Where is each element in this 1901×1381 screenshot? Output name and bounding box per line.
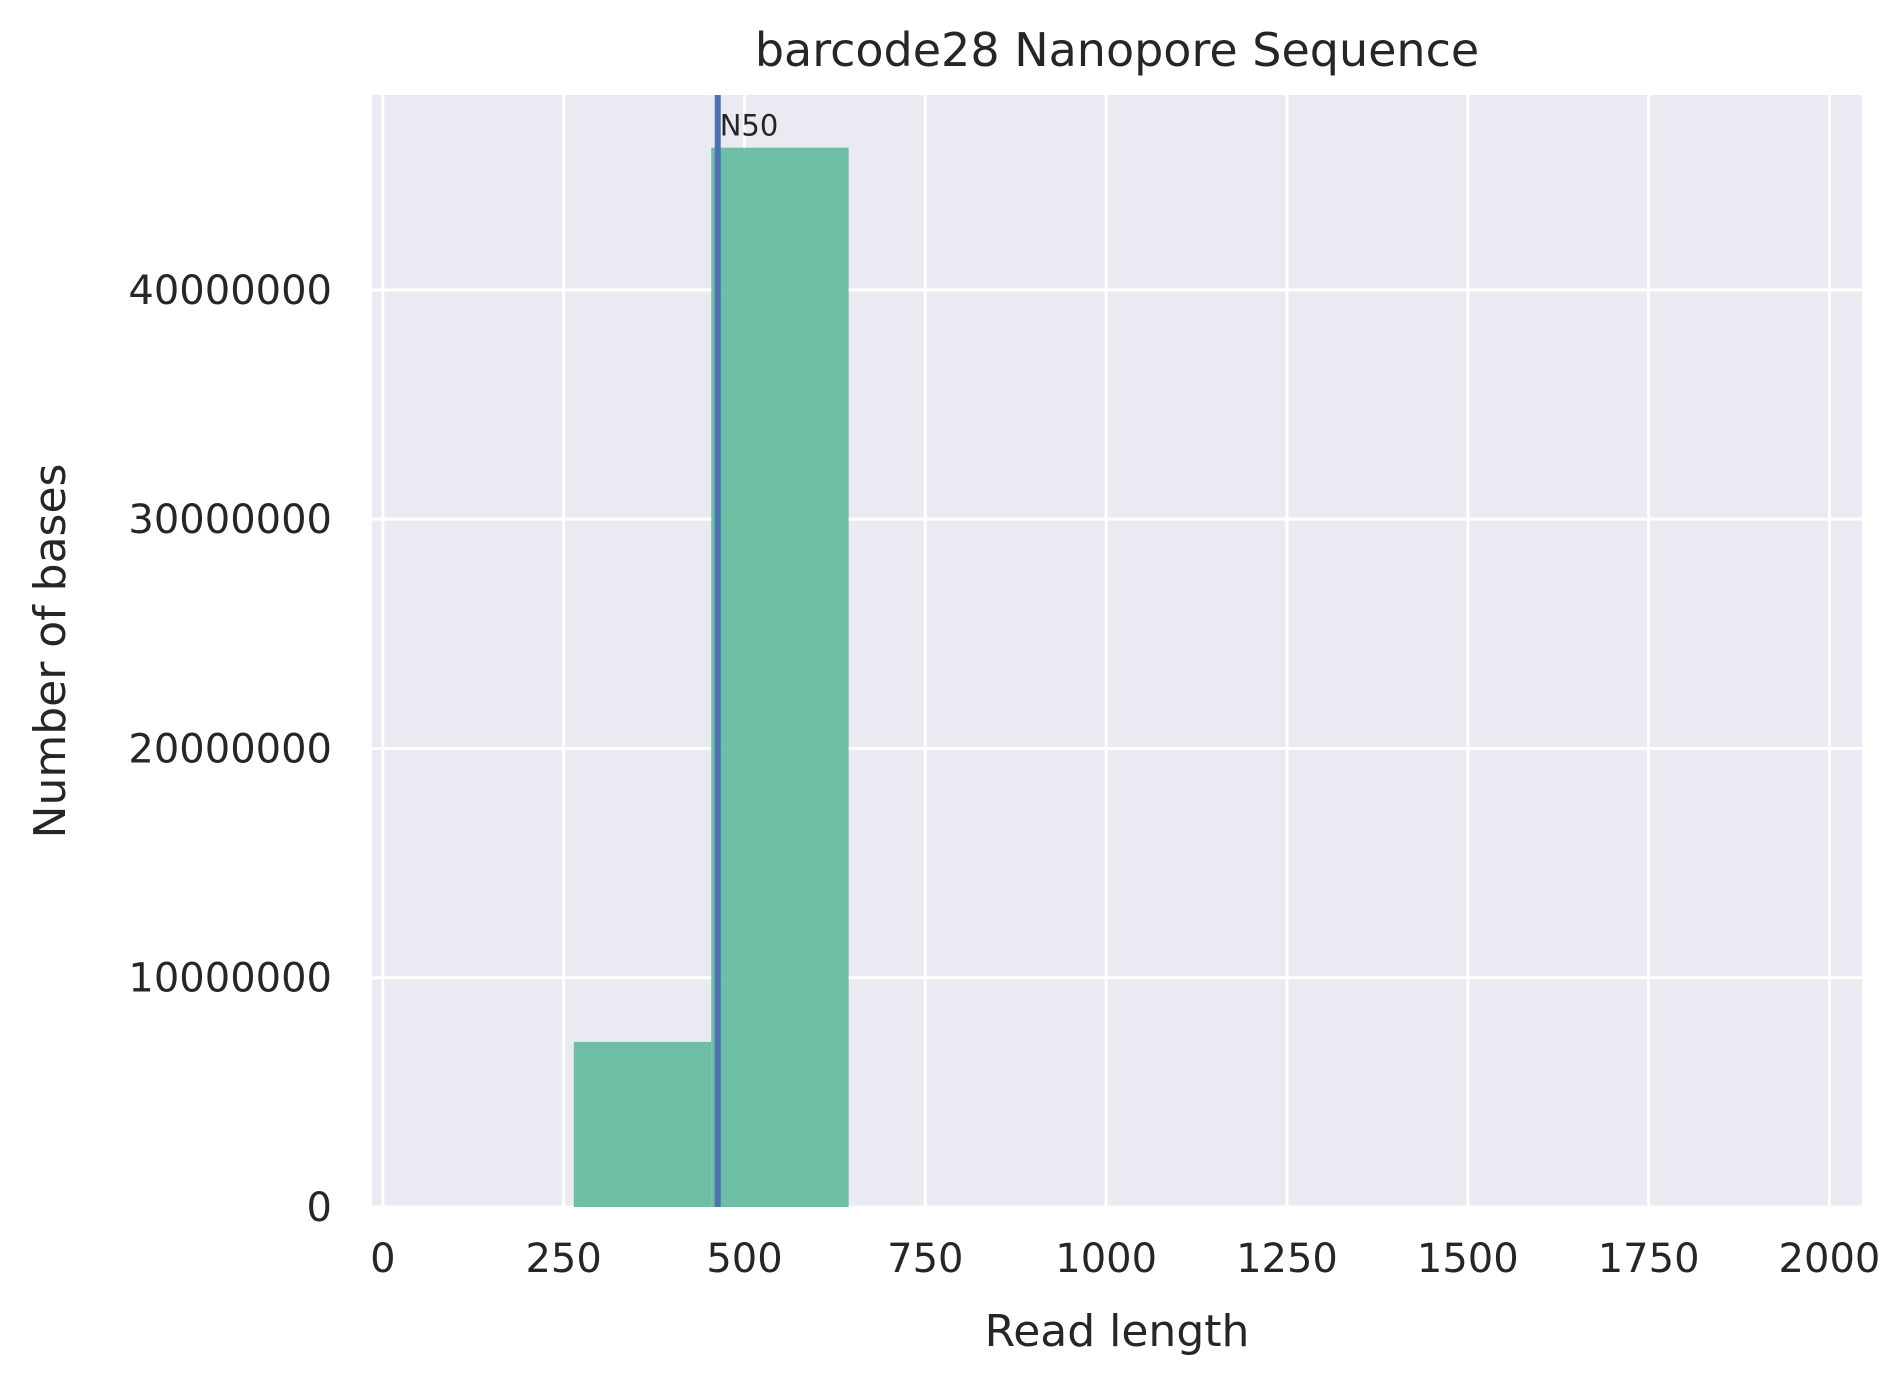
y-tick-label: 0 bbox=[307, 1185, 332, 1231]
x-tick-label: 2000 bbox=[1779, 1236, 1881, 1282]
x-axis-ticks: 0 250 500 750 1000 1250 1500 1750 2000 bbox=[370, 1236, 1880, 1282]
x-tick-label: 750 bbox=[887, 1236, 963, 1282]
x-tick-label: 1250 bbox=[1236, 1236, 1338, 1282]
x-axis-label: Read length bbox=[985, 1306, 1250, 1357]
plot-background bbox=[372, 95, 1862, 1207]
histogram-bar bbox=[711, 147, 849, 1208]
x-tick-label: 500 bbox=[706, 1236, 782, 1282]
y-axis-ticks: 0 10000000 20000000 30000000 40000000 bbox=[128, 268, 332, 1231]
n50-marker: N50 bbox=[714, 95, 779, 1207]
y-tick-label: 30000000 bbox=[128, 497, 332, 543]
histogram-bars bbox=[573, 147, 849, 1208]
n50-label: N50 bbox=[720, 109, 779, 143]
x-tick-label: 1750 bbox=[1598, 1236, 1700, 1282]
y-tick-label: 10000000 bbox=[128, 956, 332, 1002]
y-tick-label: 20000000 bbox=[128, 726, 332, 772]
x-tick-label: 1500 bbox=[1417, 1236, 1519, 1282]
x-tick-label: 0 bbox=[370, 1236, 395, 1282]
y-axis-label: Number of bases bbox=[25, 464, 76, 839]
histogram-bar bbox=[573, 1041, 712, 1207]
chart-title: barcode28 Nanopore Sequence bbox=[755, 23, 1479, 77]
x-tick-label: 1000 bbox=[1055, 1236, 1157, 1282]
grid-lines bbox=[372, 95, 1862, 1209]
y-tick-label: 40000000 bbox=[128, 268, 332, 314]
x-tick-label: 250 bbox=[525, 1236, 601, 1282]
